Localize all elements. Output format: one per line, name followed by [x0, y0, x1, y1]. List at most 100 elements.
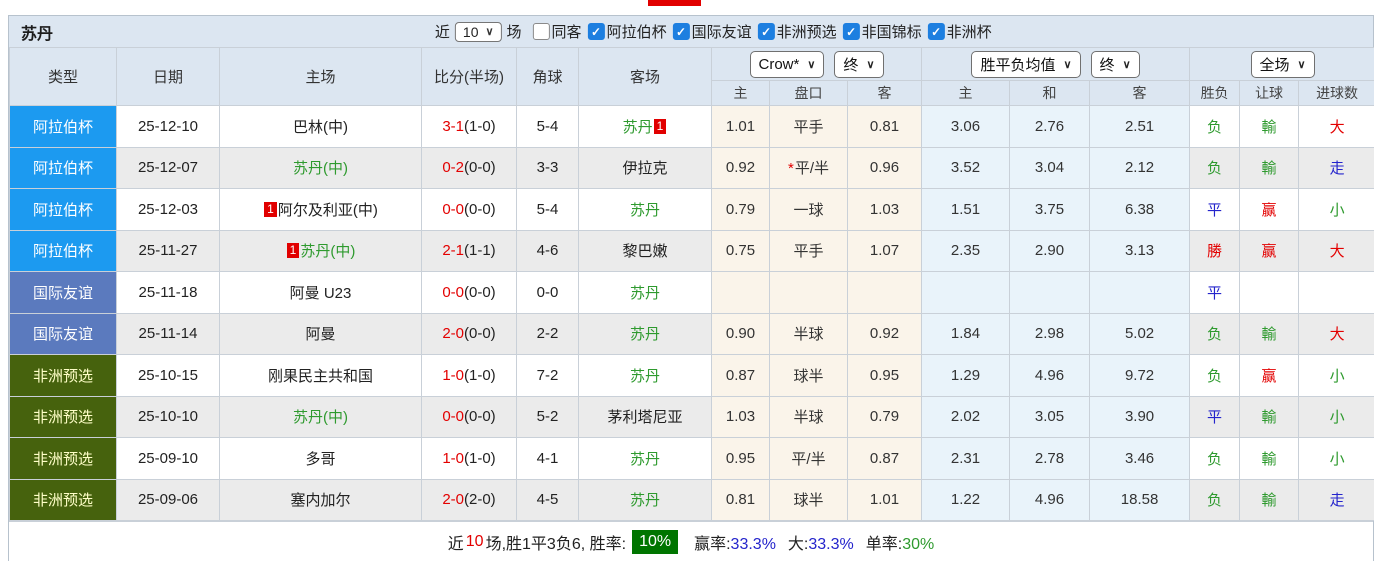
result-goals: 小: [1298, 437, 1374, 480]
subcol-odds-home: 主: [711, 80, 770, 106]
half-time-score: (1-0): [464, 366, 496, 384]
home-team-name: 塞内加尔: [290, 492, 351, 510]
result-handicap: 輸: [1239, 395, 1300, 438]
result-handicap: 輸: [1239, 312, 1300, 355]
checkbox-label: 非洲杯: [946, 24, 992, 41]
recent-count-value: 10: [462, 23, 479, 40]
full-time-score: 0-0: [442, 200, 464, 218]
corner-score: 5-2: [516, 395, 579, 438]
half-time-score: (0-0): [464, 283, 496, 301]
handicap-text: 平手: [793, 243, 824, 261]
filter-checkbox[interactable]: 非洲杯: [927, 21, 992, 42]
odds-time-select[interactable]: 终: [834, 50, 884, 78]
subcol-handicap-result: 让球: [1239, 80, 1300, 106]
odds-handicap: 一球: [769, 188, 848, 231]
checkbox-icon[interactable]: [757, 23, 775, 40]
checkbox-icon[interactable]: [587, 23, 605, 40]
league-badge: 非洲预选: [9, 395, 117, 438]
home-team-name: 阿曼: [305, 326, 336, 344]
home-team-name: 阿曼 U23: [289, 284, 352, 302]
half-time-score: (0-0): [464, 325, 496, 343]
avg-home: 1.29: [921, 354, 1011, 397]
corner-score: 7-2: [516, 354, 579, 397]
result-goals: 小: [1298, 395, 1374, 438]
filter-checkbox[interactable]: 非洲预选: [757, 21, 837, 42]
checkbox-icon[interactable]: [927, 23, 945, 40]
home-team-name: 苏丹(中): [293, 160, 348, 178]
summary-prefix: 近: [447, 535, 464, 553]
avg-draw: [1009, 271, 1091, 314]
games-label: 场: [506, 24, 522, 41]
checkbox-icon[interactable]: [842, 23, 860, 40]
result-handicap: 赢: [1239, 354, 1300, 397]
result-winloss: 负: [1189, 478, 1241, 521]
checkbox-label: 非洲预选: [776, 24, 837, 41]
odds-company-select[interactable]: Crow*: [749, 50, 825, 78]
seg-win-label: 赢率:: [694, 535, 731, 553]
summary-bar: 近 10 场,胜1平3负6, 胜率: 10% 赢率:33.3% 大:33.3% 单率…: [9, 521, 1373, 561]
away-team: 苏丹: [578, 271, 712, 314]
avg-type-select[interactable]: 胜平负均值: [971, 50, 1081, 78]
odds-handicap: 平手: [769, 229, 848, 272]
avg-away: 3.13: [1089, 229, 1191, 272]
table-row: 非洲预选 25-10-10 苏丹(中) 0-0(0-0) 5-2 茅利塔尼亚 1.03 半球 0…: [9, 395, 1374, 438]
seg-big-value: 33.3%: [808, 535, 854, 553]
col-type: 类型: [9, 47, 117, 106]
recent-count-select[interactable]: 10: [454, 21, 502, 42]
table-row: 阿拉伯杯 25-11-27 1 苏丹(中) 2-1(1-1) 4-6 黎巴嫩 0.75 平手 1.…: [9, 229, 1374, 272]
filter-checkbox[interactable]: 阿拉伯杯: [587, 21, 667, 42]
odds-home: 0.90: [711, 312, 770, 355]
checkbox-icon[interactable]: [532, 23, 550, 40]
filter-checkbox[interactable]: 国际友谊: [672, 21, 752, 42]
result-goals: 小: [1298, 354, 1374, 397]
odds-home: [711, 271, 770, 314]
league-badge: 阿拉伯杯: [9, 188, 117, 231]
half-time-score: (1-1): [464, 242, 496, 260]
subcol-goals: 进球数: [1298, 80, 1374, 106]
checkbox-label: 阿拉伯杯: [606, 24, 667, 41]
handicap-text: 一球: [793, 201, 824, 219]
home-team-name: 刚果民主共和国: [267, 367, 373, 385]
table-row: 阿拉伯杯 25-12-07 苏丹(中) 0-2(0-0) 3-3 伊拉克 0.92 *平/半 0…: [9, 146, 1374, 189]
col-corner: 角球: [516, 47, 579, 106]
league-badge: 国际友谊: [9, 271, 117, 314]
avg-away: [1089, 271, 1191, 314]
result-handicap: 輸: [1239, 478, 1300, 521]
avg-home: 2.35: [921, 229, 1011, 272]
away-team-name: 苏丹: [629, 450, 660, 468]
filter-checkbox[interactable]: 非国锦标: [842, 21, 922, 42]
league-badge: 非洲预选: [9, 354, 117, 397]
match-date: 25-12-03: [116, 188, 220, 231]
home-team-name: 巴林(中): [293, 118, 348, 136]
checkbox-icon[interactable]: [672, 23, 690, 40]
home-team: 阿曼 U23: [219, 271, 422, 314]
away-team-name: 苏丹: [629, 284, 660, 302]
half-time-score: (0-0): [464, 159, 496, 177]
subcol-avg-away: 客: [1089, 80, 1191, 106]
odds-away: 1.03: [846, 188, 923, 231]
filter-checkbox-list: 同客 阿拉伯杯 国际友谊 非洲预选 非国锦标 非洲杯: [527, 21, 992, 42]
full-match-value: 全场: [1259, 56, 1290, 74]
active-tab-indicator[interactable]: [648, 0, 701, 6]
subcol-odds-away: 客: [846, 80, 923, 106]
avg-home: 1.22: [921, 478, 1011, 521]
team-matches-panel: 苏丹 近 10 场 同客 阿拉伯杯 国际友谊 非洲预选 非国锦标 非洲杯: [8, 15, 1374, 561]
home-team: 阿曼: [219, 312, 422, 355]
odds-handicap: 平手: [769, 105, 848, 148]
avg-draw: 2.90: [1009, 229, 1091, 272]
half-time-score: (1-0): [464, 117, 496, 135]
filter-checkbox[interactable]: 同客: [532, 21, 582, 42]
match-date: 25-12-07: [116, 146, 220, 189]
avg-time-select[interactable]: 终: [1090, 50, 1140, 78]
handicap-text: 半球: [793, 409, 824, 427]
home-team-name: 苏丹(中): [300, 243, 356, 261]
odds-away: 0.87: [846, 437, 923, 480]
result-group-header: 全场: [1189, 47, 1374, 81]
filter-bar: 近 10 场 同客 阿拉伯杯 国际友谊 非洲预选 非国锦标 非洲杯: [435, 16, 992, 47]
rank-badge: 1: [653, 118, 667, 134]
recent-label: 近: [434, 24, 450, 41]
result-goals: 走: [1298, 146, 1374, 189]
matches-tbody: 阿拉伯杯 25-12-10 巴林(中) 3-1(1-0) 5-4 苏丹 1 1.01 平手 0.8…: [9, 105, 1374, 521]
score-cell: 0-2(0-0): [421, 146, 517, 189]
full-match-select[interactable]: 全场: [1250, 50, 1315, 78]
